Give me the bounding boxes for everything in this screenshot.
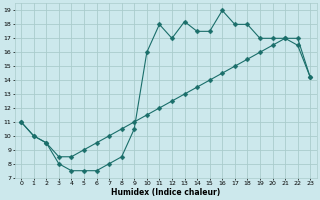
X-axis label: Humidex (Indice chaleur): Humidex (Indice chaleur)	[111, 188, 220, 197]
